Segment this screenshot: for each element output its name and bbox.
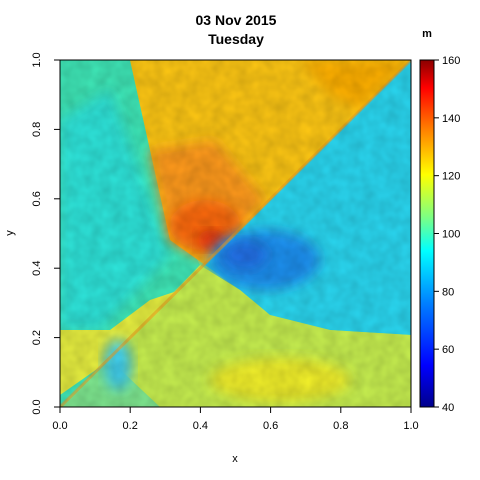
y-tick-label: 0.6 <box>31 191 43 206</box>
y-tick-label: 0.4 <box>31 261 43 276</box>
colorbar-tick-label: 140 <box>442 113 460 125</box>
x-axis-label: x <box>232 453 238 465</box>
chart-subtitle: Tuesday <box>208 31 264 47</box>
colorbar-tick-label: 40 <box>442 402 454 414</box>
x-tick-label: 0.8 <box>333 420 348 432</box>
y-tick-label: 0.0 <box>31 399 43 414</box>
colorbar-tick-label: 160 <box>442 55 460 67</box>
colorbar-tick-label: 60 <box>442 344 454 356</box>
x-axis: 0.0 0.2 0.4 0.6 0.8 1.0 <box>52 407 419 432</box>
colorbar-tick-label: 120 <box>442 171 460 183</box>
colorbar-unit: m <box>422 28 432 40</box>
y-tick-label: 1.0 <box>31 52 43 67</box>
x-tick-label: 1.0 <box>403 420 418 432</box>
colorbar <box>419 59 435 408</box>
x-tick-label: 0.0 <box>52 420 67 432</box>
colorbar-tick-label: 100 <box>442 229 460 241</box>
colorbar-tick-label: 80 <box>442 286 454 298</box>
y-tick-label: 0.8 <box>31 122 43 137</box>
chart-title: 03 Nov 2015 <box>196 12 277 28</box>
colorbar-axis: 40 60 80 100 120 140 160 <box>434 55 460 414</box>
y-tick-label: 0.2 <box>31 330 43 345</box>
y-axis: 0.0 0.2 0.4 0.6 0.8 1.0 <box>31 52 60 415</box>
x-tick-label: 0.2 <box>123 420 138 432</box>
heatmap-field <box>60 60 411 407</box>
y-axis-label: y <box>4 230 16 236</box>
plot-frame <box>59 59 412 408</box>
x-tick-label: 0.4 <box>193 420 208 432</box>
heatmap-grain <box>60 60 411 407</box>
x-tick-label: 0.6 <box>263 420 278 432</box>
